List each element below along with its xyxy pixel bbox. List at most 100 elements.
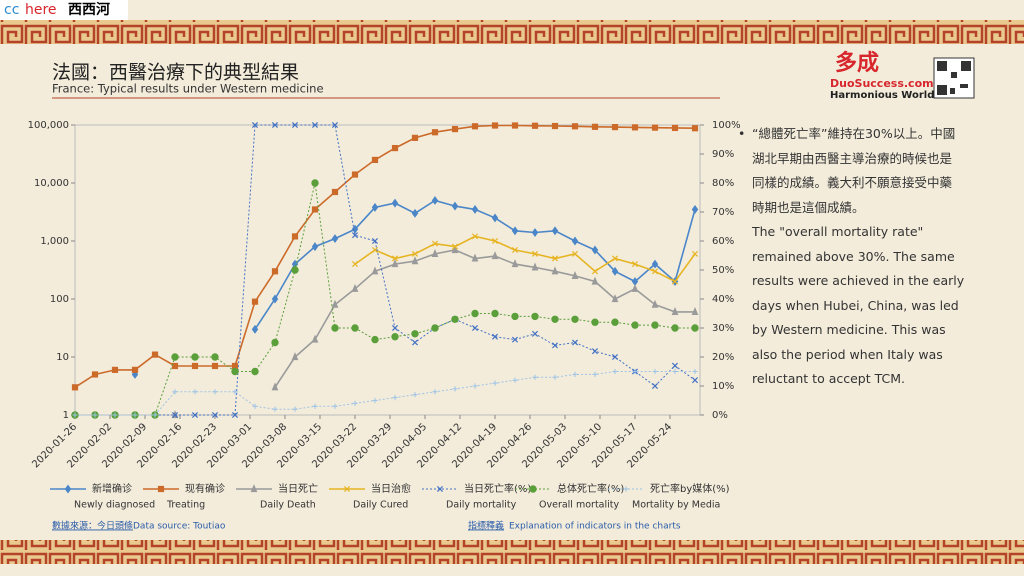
marker (171, 353, 179, 361)
marker (691, 250, 699, 257)
marker (551, 342, 559, 349)
marker (651, 382, 659, 390)
legend-label-en: Mortality by Media (632, 500, 720, 511)
marker (671, 124, 679, 132)
marker (511, 226, 519, 236)
marker (411, 256, 419, 265)
note-zh: “總體死亡率”維持在30%以上。中國 (752, 126, 956, 141)
y-tick-label: 1 (63, 410, 69, 421)
marker (311, 179, 319, 187)
y2-tick-label: 0% (712, 410, 728, 421)
chart-title: 法國：西醫治療下的典型結果 (52, 62, 299, 84)
series-line (75, 371, 695, 416)
marker (571, 123, 579, 130)
marker (511, 246, 519, 254)
marker (591, 123, 599, 130)
source-zh[interactable]: 數據來源：今日頭條 (52, 520, 133, 532)
marker (392, 395, 398, 401)
marker (691, 204, 699, 214)
marker (451, 201, 459, 211)
y2-tick-label: 100% (712, 120, 741, 131)
marker (451, 245, 459, 254)
marker (472, 383, 478, 389)
y2-tick-label: 70% (712, 207, 734, 218)
marker (271, 268, 279, 275)
marker (431, 248, 439, 257)
marker (191, 353, 199, 361)
y-tick-label: 10,000 (34, 178, 69, 189)
marker (291, 266, 299, 274)
marker (571, 339, 579, 346)
marker (491, 309, 499, 318)
marker (451, 125, 459, 133)
marker (271, 294, 279, 304)
marker (312, 403, 318, 409)
series-line (274, 249, 695, 388)
y-tick-label: 100,000 (28, 120, 69, 131)
marker (692, 368, 698, 375)
legend-label-en: Daily mortality (446, 500, 517, 511)
marker (451, 315, 459, 323)
marker (671, 278, 679, 285)
marker (631, 261, 639, 268)
marker (651, 321, 659, 329)
marker (331, 188, 339, 196)
marker (611, 124, 619, 131)
marker (271, 338, 279, 347)
marker (92, 412, 98, 418)
marker (251, 121, 259, 129)
legend-label: 当日死亡 (278, 482, 318, 495)
marker (411, 134, 419, 141)
chart-subtitle: France: Typical results under Western me… (52, 82, 324, 96)
marker (111, 366, 119, 373)
marker (131, 366, 139, 373)
marker (292, 406, 298, 412)
marker (351, 283, 359, 292)
marker (611, 294, 619, 303)
marker (412, 392, 418, 398)
marker (371, 335, 379, 344)
logo-mark: 多成 (835, 50, 879, 76)
legend-label-en: Overall mortality (539, 500, 619, 511)
marker (551, 255, 559, 262)
marker (311, 121, 319, 129)
marker (271, 121, 279, 129)
marker (571, 315, 579, 323)
badge-name: 西西河 (68, 1, 110, 18)
y2-tick-label: 80% (712, 178, 734, 189)
series-line (354, 235, 696, 283)
marker (612, 368, 618, 375)
legend-label: 当日治愈 (371, 482, 411, 495)
legend-label-en: Daily Death (260, 500, 316, 511)
marker (611, 255, 619, 262)
marker (611, 353, 619, 361)
marker (551, 226, 559, 236)
marker (191, 362, 199, 370)
marker (491, 333, 499, 340)
marker (551, 266, 559, 275)
marker (631, 321, 639, 329)
plot-area (74, 124, 701, 416)
marker (531, 262, 539, 271)
marker (531, 122, 539, 129)
marker (291, 233, 299, 240)
legend-label: 新增确诊 (92, 482, 132, 495)
y2-tick-label: 20% (712, 352, 734, 363)
logo-motto: Harmonious World (830, 90, 934, 101)
marker (651, 299, 659, 308)
marker (531, 312, 539, 321)
explain-zh[interactable]: 指標釋義 (468, 520, 504, 532)
legend-label: 当日死亡率(%) (464, 482, 531, 495)
marker (191, 411, 199, 419)
note-en: The "overall mortality rate" (752, 224, 924, 239)
marker (591, 318, 599, 326)
bullet: • (738, 126, 746, 141)
marker (332, 403, 338, 409)
marker (391, 198, 399, 208)
marker (571, 271, 579, 280)
marker (492, 380, 498, 386)
marker (331, 299, 339, 308)
marker (631, 124, 639, 131)
marker (652, 368, 658, 375)
